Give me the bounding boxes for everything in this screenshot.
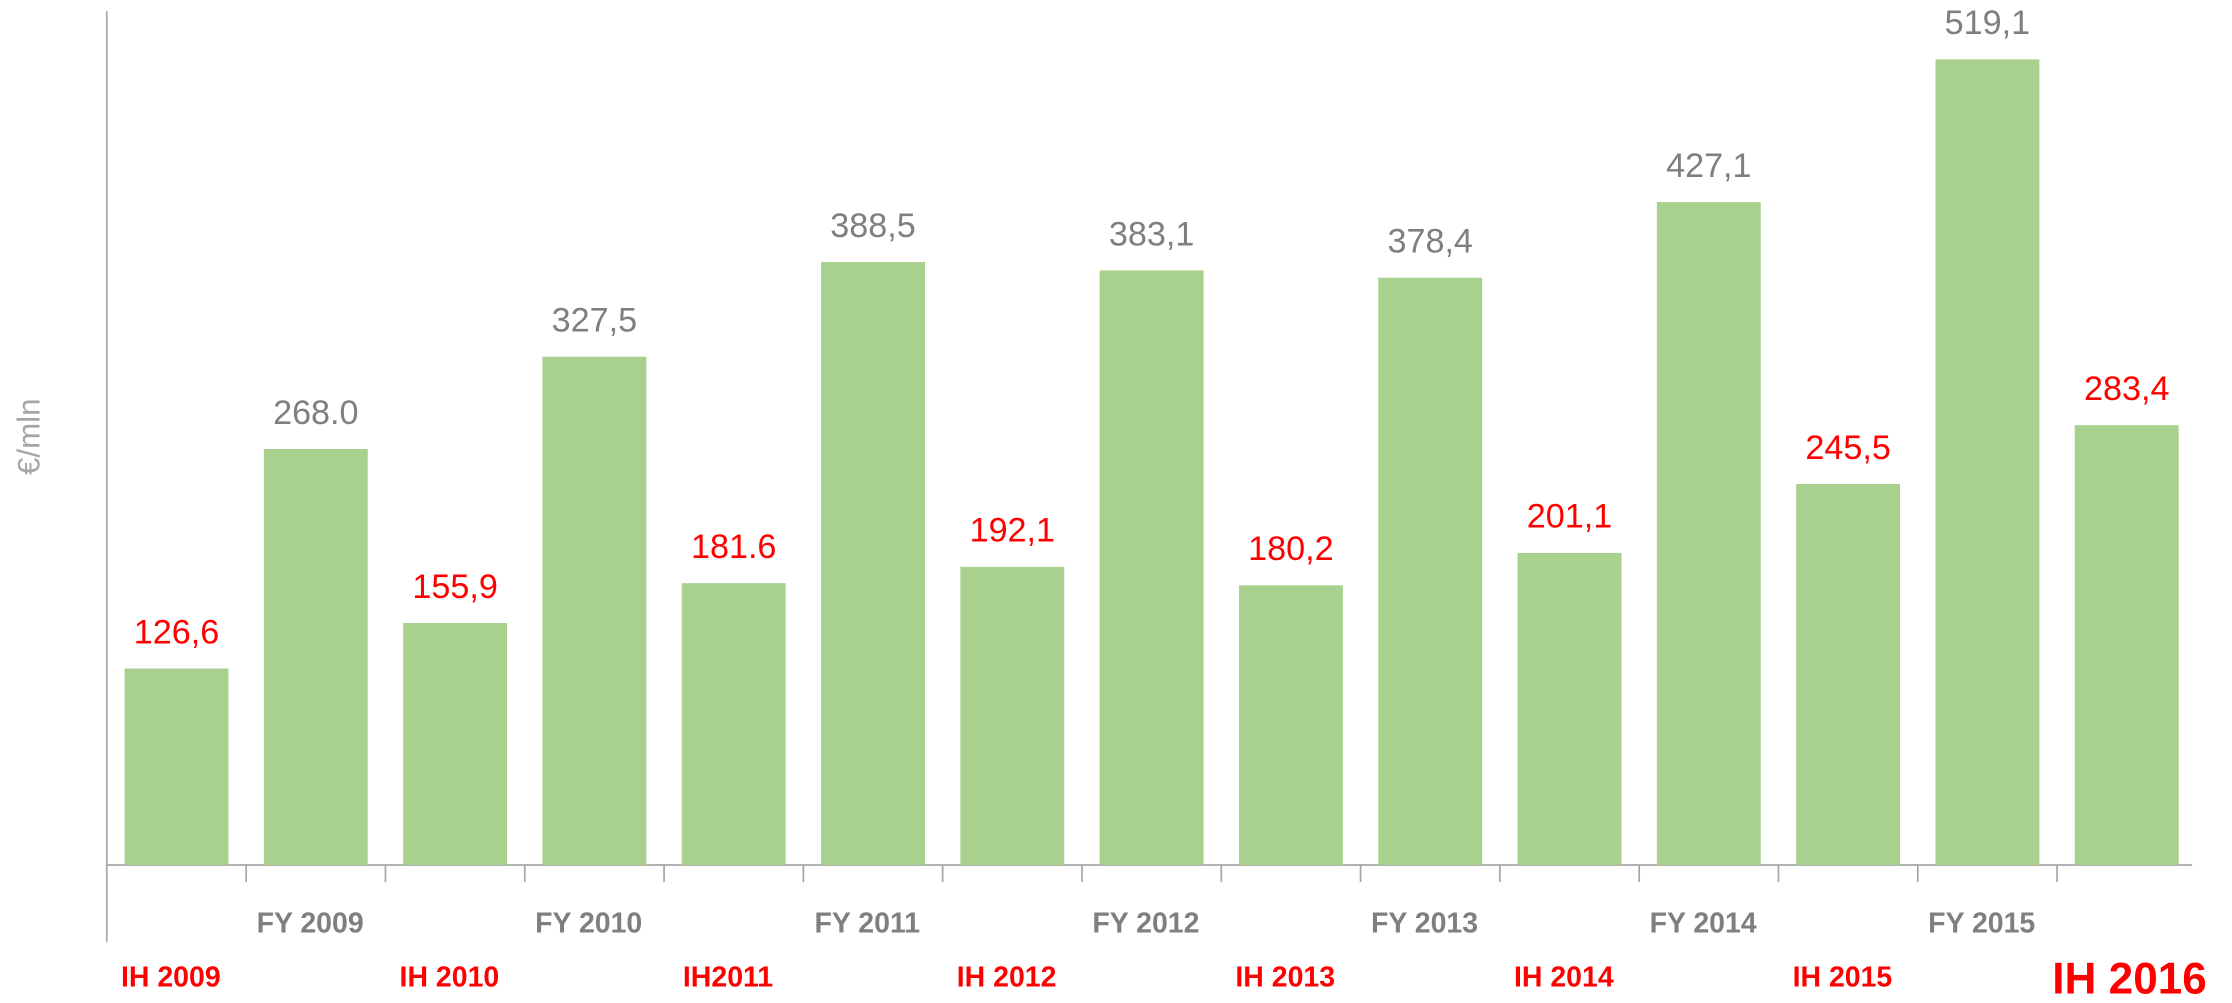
- x-tick-label: IH2011: [683, 961, 773, 993]
- bar: [1378, 277, 1483, 865]
- y-axis-label: €/mln: [12, 399, 47, 476]
- x-tick-label: FY 2010: [535, 907, 642, 939]
- x-tick-label: IH 2016: [2052, 954, 2207, 1003]
- bar: [1238, 585, 1343, 865]
- value-label: 327,5: [552, 302, 637, 340]
- x-tick-label: FY 2009: [257, 907, 364, 939]
- x-tick-label: IH 2015: [1793, 961, 1893, 993]
- bar: [1935, 59, 2040, 865]
- x-tick-label: IH 2009: [121, 961, 221, 993]
- x-tick-label: FY 2013: [1371, 907, 1478, 939]
- x-tick-label: IH 2012: [957, 961, 1057, 993]
- bar: [1517, 552, 1622, 865]
- value-label: 180,2: [1248, 530, 1333, 568]
- x-tick-label: IH 2014: [1514, 961, 1614, 993]
- bar: [821, 262, 925, 865]
- bar: [1656, 202, 1761, 865]
- value-label: 283,4: [2084, 370, 2169, 408]
- bar: [960, 566, 1065, 865]
- x-tick-label: FY 2012: [1092, 907, 1199, 939]
- bar: [2074, 425, 2179, 865]
- value-label: 126,6: [134, 613, 219, 651]
- value-label: 383,1: [1109, 215, 1194, 253]
- bar: [263, 449, 368, 865]
- value-label: 181.6: [691, 528, 776, 566]
- x-tick-label: IH 2010: [400, 961, 500, 993]
- value-label: 388,5: [830, 207, 915, 245]
- value-label: 519,1: [1945, 4, 2030, 42]
- bar: [1099, 270, 1204, 865]
- value-label: 427,1: [1666, 147, 1751, 185]
- bar: [1796, 483, 1901, 865]
- bar: [403, 623, 508, 865]
- x-tick-label: FY 2014: [1650, 907, 1757, 939]
- x-tick-label: IH 2013: [1235, 961, 1335, 993]
- x-tick-label: FY 2011: [815, 907, 921, 939]
- value-label: 192,1: [970, 512, 1055, 550]
- value-label: 245,5: [1805, 429, 1890, 467]
- x-tick-label: FY 2015: [1928, 907, 2035, 939]
- value-label: 155,9: [412, 568, 497, 606]
- value-label: 378,4: [1387, 223, 1472, 261]
- bar: [124, 668, 229, 865]
- value-label: 268.0: [273, 394, 358, 432]
- value-label: 201,1: [1527, 498, 1612, 536]
- bar: [681, 583, 786, 865]
- bar: [542, 356, 647, 865]
